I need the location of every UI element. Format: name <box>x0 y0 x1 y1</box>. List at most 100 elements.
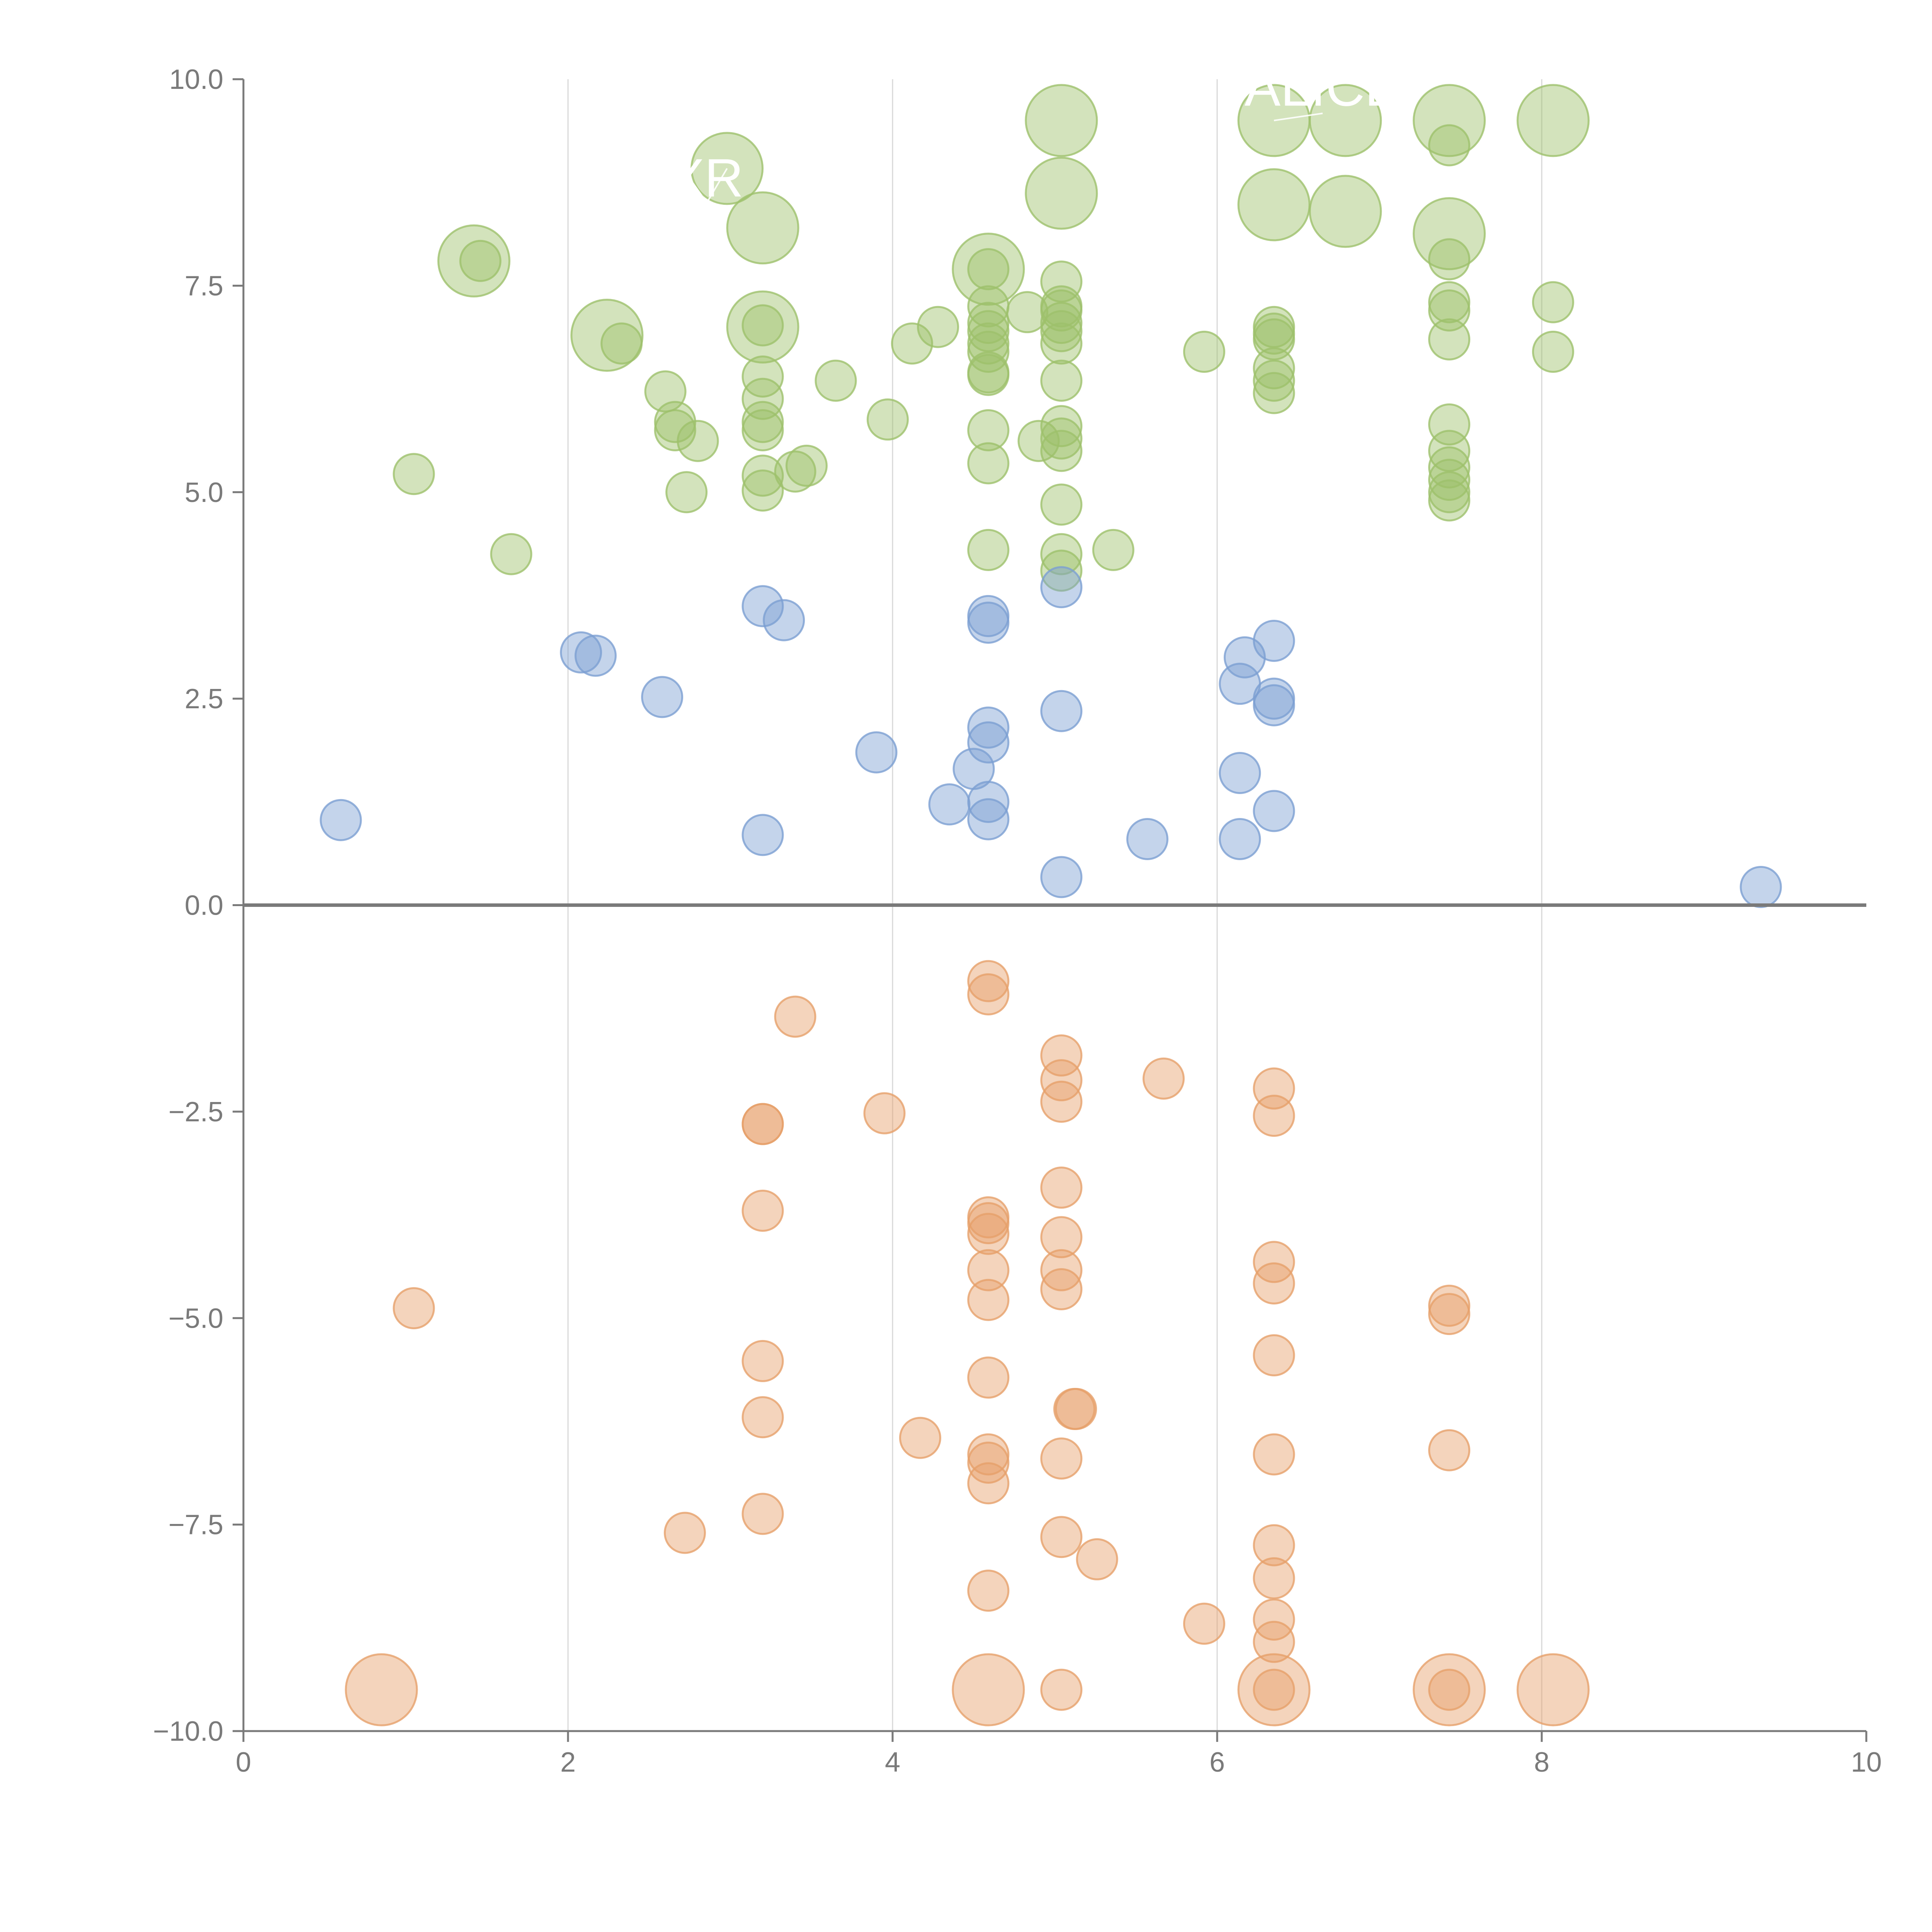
x-tick-label: 8 <box>1534 1747 1549 1778</box>
data-point-blue <box>574 634 617 677</box>
data-point-orange <box>742 1103 784 1145</box>
data-point-green <box>774 450 816 493</box>
data-point-orange <box>967 1356 1010 1399</box>
data-point-orange <box>1040 1268 1083 1310</box>
data-point-orange <box>967 1213 1010 1255</box>
data-point-blue <box>1253 790 1295 832</box>
data-point-orange <box>1253 1095 1295 1137</box>
data-point-green <box>1183 330 1225 373</box>
data-point-green <box>917 306 959 348</box>
data-point-green <box>967 354 1010 396</box>
y-tick-label: −7.5 <box>168 1510 223 1541</box>
data-point-orange <box>1040 1034 1083 1077</box>
data-point-orange <box>1040 1167 1083 1209</box>
data-point-orange <box>967 960 1010 1002</box>
data-point-blue <box>928 783 971 826</box>
x-tick-label: 6 <box>1209 1747 1225 1778</box>
data-point-orange <box>1076 1538 1118 1580</box>
data-point-orange <box>1253 1433 1295 1476</box>
data-point-green <box>785 444 828 487</box>
y-tick-label: 7.5 <box>185 270 223 301</box>
data-point-green <box>967 409 1010 451</box>
data-point-green <box>726 290 799 364</box>
data-point-blue <box>1040 690 1083 732</box>
data-point-blue <box>1126 818 1168 860</box>
data-point-green <box>677 420 719 462</box>
annotation-leader <box>1274 112 1323 121</box>
data-point-green <box>742 355 784 398</box>
data-point-green <box>1040 359 1083 402</box>
data-point-orange <box>1253 1621 1295 1663</box>
x-tick-label: 2 <box>560 1747 576 1778</box>
series-blue <box>320 566 1782 908</box>
data-point-green <box>967 442 1010 485</box>
data-point-orange <box>1040 1059 1083 1102</box>
data-series <box>320 84 1782 1726</box>
data-point-green <box>1428 479 1471 522</box>
annotation-leader <box>705 168 728 205</box>
data-point-orange <box>863 1092 906 1134</box>
data-point-orange <box>952 1653 1025 1726</box>
data-point-green <box>1237 168 1311 242</box>
data-point-orange <box>1253 1668 1295 1711</box>
data-point-green <box>1253 372 1295 414</box>
data-point-green <box>1428 124 1471 167</box>
x-tick-label: 4 <box>885 1747 900 1778</box>
data-point-blue <box>967 706 1010 749</box>
data-point-orange <box>1055 1388 1097 1430</box>
data-point-green <box>1428 430 1471 472</box>
data-point-blue <box>1040 856 1083 898</box>
y-tick-label: 10.0 <box>169 64 223 95</box>
data-point-green <box>1532 281 1574 323</box>
data-point-blue <box>1740 866 1782 908</box>
data-point-blue <box>1253 620 1295 662</box>
data-point-green <box>1092 529 1134 571</box>
x-tick-label: 0 <box>236 1747 251 1778</box>
data-point-green <box>726 191 799 265</box>
data-point-blue <box>742 814 784 856</box>
data-point-orange <box>774 995 816 1038</box>
data-point-orange <box>967 1462 1010 1505</box>
data-point-green <box>742 378 784 420</box>
data-point-orange <box>393 1287 435 1330</box>
data-point-green <box>742 409 784 451</box>
data-point-green <box>1516 84 1590 157</box>
data-point-orange <box>742 1396 784 1439</box>
data-point-green <box>891 322 933 365</box>
data-point-green <box>1428 446 1471 489</box>
data-point-green <box>490 533 532 575</box>
data-point-blue <box>1040 566 1083 609</box>
data-point-orange <box>345 1653 418 1726</box>
data-point-green <box>1309 84 1382 157</box>
data-point-orange <box>1040 1080 1083 1123</box>
data-point-green <box>1253 318 1295 361</box>
y-tick-label: 5.0 <box>185 477 223 508</box>
data-point-blue <box>1219 818 1261 860</box>
data-point-green <box>654 409 696 451</box>
data-point-green <box>967 529 1010 571</box>
data-point-orange <box>742 1189 784 1232</box>
data-point-blue <box>967 798 1010 840</box>
y-tick-label: −2.5 <box>168 1097 223 1128</box>
data-point-blue <box>763 599 805 641</box>
data-point-green <box>459 240 502 282</box>
data-point-orange <box>1040 1437 1083 1480</box>
data-point-blue <box>1219 752 1261 794</box>
data-point-orange <box>967 1279 1010 1321</box>
series-green <box>393 84 1590 592</box>
series-orange <box>345 960 1590 1726</box>
data-point-blue <box>967 781 1010 823</box>
annotation-label: ALICE <box>1245 56 1401 117</box>
data-point-orange <box>1183 1602 1225 1645</box>
data-point-orange <box>1253 1262 1295 1304</box>
data-point-orange <box>1040 1249 1083 1291</box>
data-point-orange <box>1253 1598 1295 1641</box>
data-point-green <box>866 398 909 441</box>
axes: −10.0 −7.5 −5.0 −2.5 0.0 2.5 5.0 7.5 10.0 0 2 4 6 8 10 <box>153 64 1882 1778</box>
data-point-orange <box>1040 1516 1083 1558</box>
data-point-blue <box>641 676 684 718</box>
data-point-green <box>1040 405 1083 447</box>
y-tick-label: −10.0 <box>153 1716 223 1747</box>
data-point-green <box>1040 417 1083 460</box>
